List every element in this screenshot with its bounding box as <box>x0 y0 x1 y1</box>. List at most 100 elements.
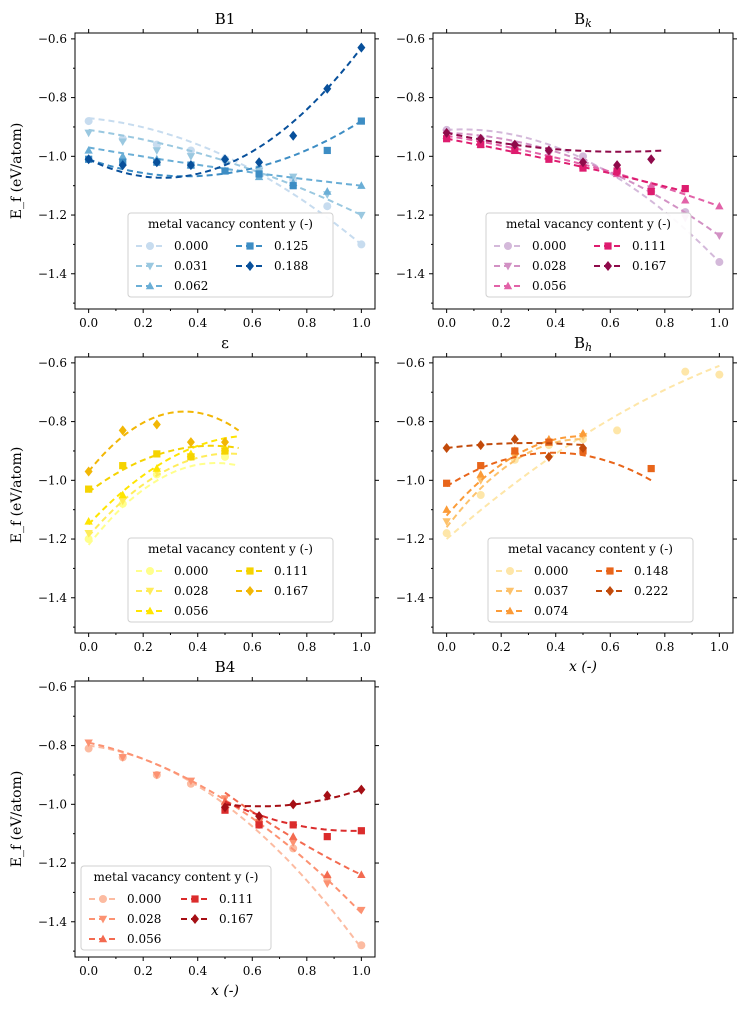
legend: metal vacancy content y (-) 0.000 0.031 0.0… <box>127 212 334 298</box>
y-tick-label: −1.4 <box>38 915 68 929</box>
x-tick-label: 0.8 <box>297 640 316 654</box>
data-point <box>255 170 263 178</box>
panel-eps: ε 0.0 0.2 0.4 0.6 0.8 1.0 −0.6 −0.8 −1.0 −1.2 −1.4 E… <box>9 334 379 654</box>
data-point <box>579 443 587 454</box>
legend-entry: 0.028 <box>136 584 208 598</box>
legend-entry: 0.056 <box>494 279 566 293</box>
panel-Bh: Bh 0.0 0.2 0.4 0.6 0.8 1.0 −0.6 −0.8 −1.0 −1.2 −1.4… <box>396 334 737 675</box>
y-tick-label: −0.6 <box>396 32 425 46</box>
data-point <box>84 535 93 544</box>
x-tick-label: 0.2 <box>134 964 153 978</box>
y-tick-label: −1.0 <box>38 797 67 811</box>
legend-marker <box>503 262 513 271</box>
data-point <box>289 130 298 141</box>
data-point <box>84 117 93 126</box>
data-point <box>84 154 93 165</box>
y-tick-label: −0.6 <box>38 680 67 694</box>
plot-area <box>84 42 366 249</box>
legend-entry: 0.167 <box>236 584 308 598</box>
data-point <box>511 447 519 455</box>
data-point <box>255 811 264 822</box>
data-point <box>323 833 331 841</box>
legend-entry: 0.000 <box>136 564 208 578</box>
series-0.167 <box>84 410 240 477</box>
data-point <box>579 157 587 168</box>
legend-entry: 0.062 <box>136 279 208 293</box>
data-point <box>186 777 196 786</box>
panel-B1: B1 0.0 0.2 0.4 0.6 0.8 1.0 −0.6 −0.8 −1.0 −1.2 −1.4… <box>9 10 379 330</box>
data-point <box>681 195 690 204</box>
data-point <box>84 739 93 748</box>
panel-B4: B4 0.0 0.2 0.4 0.6 0.8 1.0 −0.6 −0.8 −1.0 −1.2 −1.4… <box>9 658 379 999</box>
y-tick-label: −1.2 <box>38 856 67 870</box>
legend-entry: 0.000 <box>89 892 161 906</box>
data-point <box>545 438 553 446</box>
data-point <box>152 157 161 168</box>
data-point <box>715 232 724 240</box>
data-point <box>613 167 621 175</box>
data-point <box>323 187 332 195</box>
data-point <box>84 517 93 525</box>
x-tick-label: 0.6 <box>601 640 620 654</box>
x-tick-label: 0.8 <box>297 316 316 330</box>
data-point <box>323 83 332 94</box>
y-tick-label: −0.6 <box>38 356 67 370</box>
legend-marker <box>191 895 199 903</box>
legend-label: 0.056 <box>127 932 161 946</box>
y-tick-label: −0.6 <box>38 32 67 46</box>
data-point <box>221 447 229 455</box>
data-point <box>186 160 195 171</box>
legend-entry: 0.188 <box>236 259 308 273</box>
legend-entry: 0.167 <box>181 912 253 926</box>
data-point <box>118 160 127 171</box>
data-point <box>152 771 162 780</box>
data-point <box>84 466 93 477</box>
fit-line <box>445 435 583 517</box>
x-tick-label: 0.6 <box>243 964 262 978</box>
data-point <box>510 139 519 150</box>
legend-marker <box>604 261 612 271</box>
legend-label: 0.148 <box>634 564 668 578</box>
legend: metal vacancy content y (-) 0.000 0.028 0.0… <box>80 865 272 951</box>
x-tick-label: 0.0 <box>79 964 98 978</box>
data-point <box>118 490 127 499</box>
legend-label: 0.167 <box>632 259 666 273</box>
data-point <box>289 821 297 829</box>
legend-entry: 0.111 <box>594 239 666 253</box>
panel-title: B4 <box>215 658 236 676</box>
data-point <box>186 153 196 161</box>
legend-label: 0.074 <box>534 604 569 618</box>
y-tick-label: −0.8 <box>38 91 67 105</box>
data-point <box>152 464 162 472</box>
y-tick-label: −1.4 <box>38 267 68 281</box>
legend-label: 0.000 <box>534 564 568 578</box>
data-point <box>647 464 655 473</box>
legend-marker <box>606 567 614 575</box>
data-point <box>477 462 485 470</box>
data-point <box>646 181 656 189</box>
legend-marker <box>246 242 254 250</box>
fit-line <box>224 788 362 808</box>
data-point <box>221 154 229 165</box>
legend-box <box>485 212 692 298</box>
series-0.188 <box>84 42 366 179</box>
legend: metal vacancy content y (-) 0.000 0.028 0.0… <box>127 537 334 623</box>
y-tick-label: −1.2 <box>396 532 425 546</box>
y-tick-label: −1.0 <box>38 149 67 163</box>
data-point <box>357 941 366 950</box>
legend-title: metal vacancy content y (-) <box>506 217 671 231</box>
legend-entry: 0.028 <box>89 912 161 926</box>
legend-label: 0.111 <box>274 564 308 578</box>
fit-line <box>446 137 686 193</box>
data-point <box>647 154 656 165</box>
data-point <box>476 133 485 144</box>
legend-entry: 0.031 <box>136 259 208 273</box>
y-tick-label: −1.2 <box>38 532 67 546</box>
data-point <box>578 428 588 437</box>
data-point <box>357 784 366 795</box>
data-point <box>579 152 587 161</box>
fit-line <box>446 442 584 449</box>
data-point <box>681 367 690 376</box>
data-point <box>715 258 724 267</box>
series-0.222 <box>442 434 587 462</box>
